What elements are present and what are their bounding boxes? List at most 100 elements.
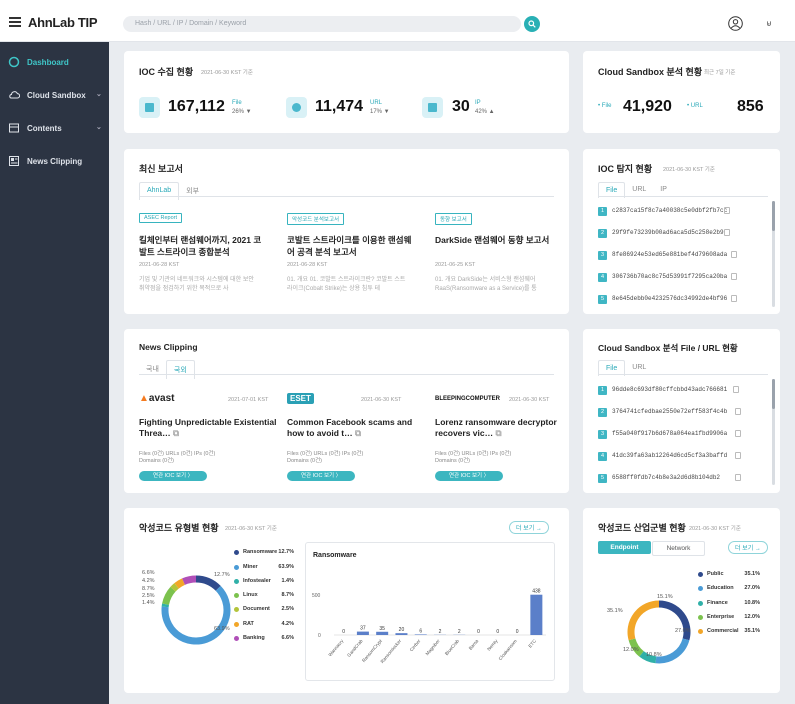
app-logo[interactable]: AhnLab TIP: [28, 15, 98, 30]
card-date: 2021-06-30 KST 기준: [689, 526, 741, 532]
news-title[interactable]: Lorenz ransomware decryptor recovers vic…: [435, 417, 575, 439]
list-item[interactable]: 3 8fe86924e53ed65e881bef4d79608ada: [598, 250, 748, 262]
related-ioc-button[interactable]: 연관 IOC 보기 〉: [287, 471, 356, 481]
copy-icon[interactable]: [733, 386, 739, 393]
card-title: 악성코드 산업군별 현황: [598, 523, 686, 533]
report-title[interactable]: DarkSide 랜섬웨어 동향 보고서: [435, 235, 550, 245]
copy-icon[interactable]: [735, 474, 741, 481]
report-title[interactable]: 코발트 스트라이크를 이용한 랜섬웨어 공격 분석 보고서: [287, 235, 412, 257]
copy-icon[interactable]: [735, 408, 741, 415]
more-button[interactable]: 더 보기 →: [509, 521, 549, 534]
search-button[interactable]: [524, 16, 540, 32]
card-date: 2021-06-30 KST 기준: [225, 526, 277, 532]
label-text: URL: [690, 103, 703, 109]
hash-text: 8fe86924e53ed65e881bef4d79608ada: [612, 251, 728, 258]
x-tick-label: Nemty: [486, 638, 499, 652]
row-number: 5: [598, 474, 607, 483]
donut-label: 8.7%: [142, 586, 155, 592]
tab-ip[interactable]: IP: [660, 186, 667, 193]
legend-value: 8.7%: [281, 592, 294, 598]
copy-icon[interactable]: [731, 295, 737, 302]
tab-external[interactable]: 외부: [186, 188, 200, 195]
more-button[interactable]: 더 보기 →: [728, 541, 768, 554]
related-ioc-button[interactable]: 연관 IOC 보기 〉: [435, 471, 504, 481]
endpoint-button[interactable]: Endpoint: [598, 541, 651, 554]
network-button[interactable]: Network: [652, 541, 705, 556]
tab-file[interactable]: File: [598, 360, 626, 376]
donut-label: 15.1%: [657, 594, 673, 600]
copy-icon[interactable]: [731, 273, 737, 280]
ransomware-bar-panel: Ransomware 500 0 0 Wannacry 37 GandCrab 35 Rans…: [305, 542, 555, 681]
sidebar-item-cloud-sandbox[interactable]: Cloud Sandbox ⌄: [0, 85, 109, 105]
legend-item-ransomware: Ransomware 12.7%: [234, 549, 294, 559]
legend-value: 2.5%: [281, 606, 294, 612]
tab-file[interactable]: File: [598, 182, 626, 198]
external-link-icon[interactable]: ⧉: [495, 428, 502, 438]
list-item[interactable]: 4 306736b70ac8c75d53991f7295ca20ba: [598, 272, 748, 284]
tab-foreign[interactable]: 국외: [165, 360, 195, 379]
cart-icon[interactable]: ⊌: [766, 19, 772, 28]
news-title[interactable]: Common Facebook scams and how to avoid t…: [287, 417, 427, 439]
legend-value: 10.8%: [744, 600, 760, 606]
bar-etc: [530, 594, 543, 635]
row-number: 4: [598, 452, 607, 461]
external-link-icon[interactable]: ⧉: [355, 428, 362, 438]
scrollbar[interactable]: [772, 379, 775, 485]
tab-domestic[interactable]: 국내: [146, 366, 159, 373]
report-summary: 기업 및 기관의 네트워크와 시스템에 대한 보안 취약점을 점검하기 위한 목…: [139, 277, 254, 292]
ioc-file-pct: 26% ▼: [232, 109, 252, 115]
external-link-icon[interactable]: ⧉: [173, 428, 180, 438]
news-date: 2021-07-01 KST: [228, 397, 269, 403]
sandbox-list-card: Cloud Sandbox 분석 File / URL 현황 File URL …: [583, 329, 780, 493]
scrollbar[interactable]: [772, 201, 775, 307]
copy-icon[interactable]: [724, 229, 730, 236]
copy-icon[interactable]: [731, 251, 737, 258]
tab-url[interactable]: URL: [632, 364, 647, 371]
copy-icon[interactable]: [735, 452, 741, 459]
sidebar-item-label: Cloud Sandbox: [27, 91, 86, 100]
tab-ahnlab[interactable]: AhnLab: [139, 182, 180, 200]
search-input[interactable]: Hash / URL / IP / Domain / Keyword: [123, 16, 521, 32]
list-item[interactable]: 2 29f9fe73239b00ad6aca5d5c258e2b9: [598, 228, 748, 240]
bar-value-label: 6: [419, 628, 422, 634]
card-title: News Clipping: [139, 342, 198, 352]
list-item[interactable]: 4 41dc39fa63ab12264d6cd5cf3a3baffd: [598, 451, 748, 463]
bar-ransomlocker: [395, 633, 408, 635]
sidebar-item-news-clipping[interactable]: News Clipping: [0, 151, 109, 171]
row-number: 1: [598, 386, 607, 395]
tab-url[interactable]: URL: [632, 186, 647, 193]
list-item[interactable]: 1 c2837ca15f8c7a40038c5e0dbf2fb7cc: [598, 206, 748, 218]
sidebar-item-dashboard[interactable]: Dashboard: [0, 52, 109, 72]
list-item[interactable]: 3 f55a040f917b6d678a064ea1fbd9906a: [598, 429, 748, 441]
row-number: 3: [598, 430, 607, 439]
list-item[interactable]: 5 8e645debb0e4232576dc34992de4bf96: [598, 294, 748, 306]
top-bar: AhnLab TIP Hash / URL / IP / Domain / Ke…: [0, 0, 795, 42]
sidebar-item-label: Contents: [27, 124, 62, 133]
news-title[interactable]: Fighting Unpredictable Existential Threa…: [139, 417, 279, 439]
latest-reports-card: 최신 보고서 AhnLab 외부 ASEC Report 킬체인부터 랜섬웨어까…: [124, 149, 569, 314]
copy-icon[interactable]: [735, 430, 741, 437]
sidebar-item-contents[interactable]: Contents ⌄: [0, 118, 109, 138]
meta-line: Domains (0건): [139, 458, 175, 464]
hamburger-menu-icon[interactable]: [9, 17, 21, 27]
news-meta: Files (0건) URLs (0건) IPs (0건) Domains (0건…: [287, 451, 427, 465]
bar-value-label: 0: [342, 629, 345, 635]
related-ioc-button[interactable]: 연관 IOC 보기 〉: [139, 471, 208, 481]
ioc-url-label: URL: [370, 100, 383, 106]
bar-value-label: 0: [516, 629, 519, 635]
list-item[interactable]: 2 3764741cfedbae2550e72eff583f4c4b: [598, 407, 748, 419]
user-account-icon[interactable]: [728, 16, 743, 31]
donut-segment-document: [170, 583, 179, 592]
legend-item-linux: Linux 8.7%: [234, 592, 294, 602]
ransomware-bar-chart: 50000Wannacry37GandCrab35RansomCrypt20Ra…: [312, 589, 546, 664]
list-item[interactable]: 1 96dde8c693df80cffcbbd43adc766681: [598, 385, 748, 397]
x-tick-label: BlueCrab: [444, 638, 460, 656]
donut-segment-banking: [182, 575, 197, 585]
donut-label: 12.7%: [214, 572, 230, 578]
malware-type-card: 악성코드 유형별 현황 2021-06-30 KST 기준 더 보기 → 6.6…: [124, 508, 569, 693]
ioc-ip-pct: 42% ▲: [475, 109, 495, 115]
list-item[interactable]: 5 6588ff0fdb7c4b8e3a2d6d8b104db2: [598, 473, 748, 485]
report-title[interactable]: 킬체인부터 랜섬웨어까지, 2021 코발트 스트라이크 종합분석: [139, 235, 262, 257]
legend-value: 4.2%: [281, 621, 294, 627]
copy-icon[interactable]: [724, 207, 730, 214]
